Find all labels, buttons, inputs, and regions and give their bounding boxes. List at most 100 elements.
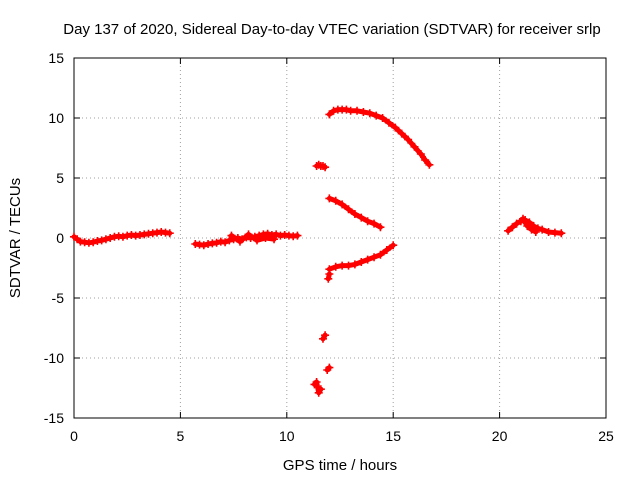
data-point bbox=[365, 109, 374, 118]
data-point bbox=[557, 229, 566, 238]
data-point bbox=[382, 246, 391, 254]
data-point bbox=[272, 230, 281, 239]
series-arc-6 bbox=[312, 160, 330, 172]
y-tick-label: 5 bbox=[56, 170, 64, 186]
data-point bbox=[321, 331, 330, 340]
data-point bbox=[312, 378, 321, 386]
data-point bbox=[255, 231, 264, 240]
data-point bbox=[325, 363, 334, 372]
data-point bbox=[165, 229, 174, 238]
data-point bbox=[263, 229, 272, 238]
x-tick-label: 25 bbox=[598, 428, 614, 444]
data-point bbox=[338, 200, 347, 209]
data-point bbox=[357, 258, 366, 266]
data-point bbox=[523, 222, 532, 230]
x-tick-label: 10 bbox=[279, 428, 295, 444]
series-arc-1 bbox=[70, 228, 174, 247]
series-arc-5 bbox=[325, 194, 385, 232]
data-point bbox=[321, 163, 330, 172]
data-point bbox=[391, 123, 400, 132]
data-point bbox=[331, 262, 340, 271]
y-tick-label: -10 bbox=[44, 350, 64, 366]
data-point bbox=[235, 237, 244, 246]
data-point bbox=[376, 250, 385, 259]
data-point bbox=[329, 106, 338, 115]
data-point bbox=[416, 150, 425, 158]
data-point bbox=[397, 129, 406, 138]
data-point bbox=[261, 234, 270, 242]
x-tick-label: 5 bbox=[177, 428, 185, 444]
data-point bbox=[344, 205, 353, 214]
chart-title: Day 137 of 2020, Sidereal Day-to-day VTE… bbox=[63, 21, 600, 38]
y-tick-label: -5 bbox=[52, 290, 65, 306]
data-point bbox=[225, 236, 234, 245]
data-point bbox=[270, 235, 279, 244]
series-trace bbox=[311, 271, 332, 396]
y-tick-label: 0 bbox=[56, 230, 64, 246]
data-point bbox=[363, 255, 372, 264]
data-point bbox=[425, 160, 434, 169]
data-point bbox=[221, 238, 230, 247]
data-point bbox=[359, 108, 368, 116]
series-arc-7 bbox=[325, 105, 434, 169]
data-point bbox=[519, 214, 528, 223]
data-point bbox=[331, 196, 340, 205]
data-point bbox=[370, 253, 379, 262]
data-point bbox=[325, 110, 334, 119]
data-point bbox=[389, 241, 398, 250]
series-arc-4 bbox=[325, 241, 398, 274]
data-point bbox=[344, 261, 353, 270]
data-point bbox=[538, 225, 547, 234]
data-point bbox=[372, 111, 381, 120]
data-point bbox=[363, 217, 372, 226]
grid bbox=[74, 58, 606, 418]
data-point bbox=[504, 226, 513, 235]
data-point bbox=[342, 105, 351, 114]
y-tick-label: 15 bbox=[48, 50, 64, 66]
data-point bbox=[212, 238, 221, 247]
data-point bbox=[404, 135, 413, 144]
data-point bbox=[350, 210, 359, 218]
data-point bbox=[512, 219, 521, 228]
x-tick-label: 20 bbox=[492, 428, 508, 444]
y-tick-label: 10 bbox=[48, 110, 64, 126]
data-series bbox=[70, 105, 566, 397]
data-point bbox=[357, 213, 366, 222]
data-point bbox=[227, 231, 236, 240]
x-tick-label: 15 bbox=[385, 428, 401, 444]
data-point bbox=[118, 232, 127, 241]
series-arc-2 bbox=[191, 229, 302, 250]
data-point bbox=[376, 223, 385, 232]
data-point bbox=[293, 231, 302, 240]
data-point bbox=[527, 225, 536, 234]
data-point bbox=[370, 219, 379, 228]
data-point bbox=[325, 265, 334, 274]
data-point bbox=[89, 238, 98, 247]
data-point bbox=[421, 156, 430, 164]
data-point bbox=[324, 274, 333, 283]
data-point bbox=[97, 236, 106, 245]
data-point bbox=[325, 194, 334, 203]
data-point bbox=[101, 235, 110, 244]
data-point bbox=[410, 142, 419, 151]
x-tick-label: 0 bbox=[70, 428, 78, 444]
data-point bbox=[106, 234, 115, 242]
axis-ticks: 0 5 10 15 20 25 -15 -10 -5 0 5 10 15 bbox=[44, 50, 614, 444]
data-point bbox=[244, 230, 253, 239]
data-point bbox=[378, 114, 387, 122]
data-point bbox=[350, 260, 359, 269]
series-arc-8 bbox=[504, 214, 566, 238]
series-arc-3 bbox=[310, 270, 334, 397]
y-tick-label: -15 bbox=[44, 410, 64, 426]
data-point bbox=[508, 223, 517, 232]
data-point bbox=[353, 106, 362, 115]
data-point bbox=[199, 241, 208, 250]
data-point bbox=[253, 236, 262, 245]
y-axis-label: SDTVAR / TECUs bbox=[7, 178, 24, 298]
x-axis-label: GPS time / hours bbox=[283, 457, 397, 474]
data-point bbox=[384, 118, 393, 127]
data-point bbox=[531, 228, 540, 236]
data-point bbox=[316, 385, 325, 394]
